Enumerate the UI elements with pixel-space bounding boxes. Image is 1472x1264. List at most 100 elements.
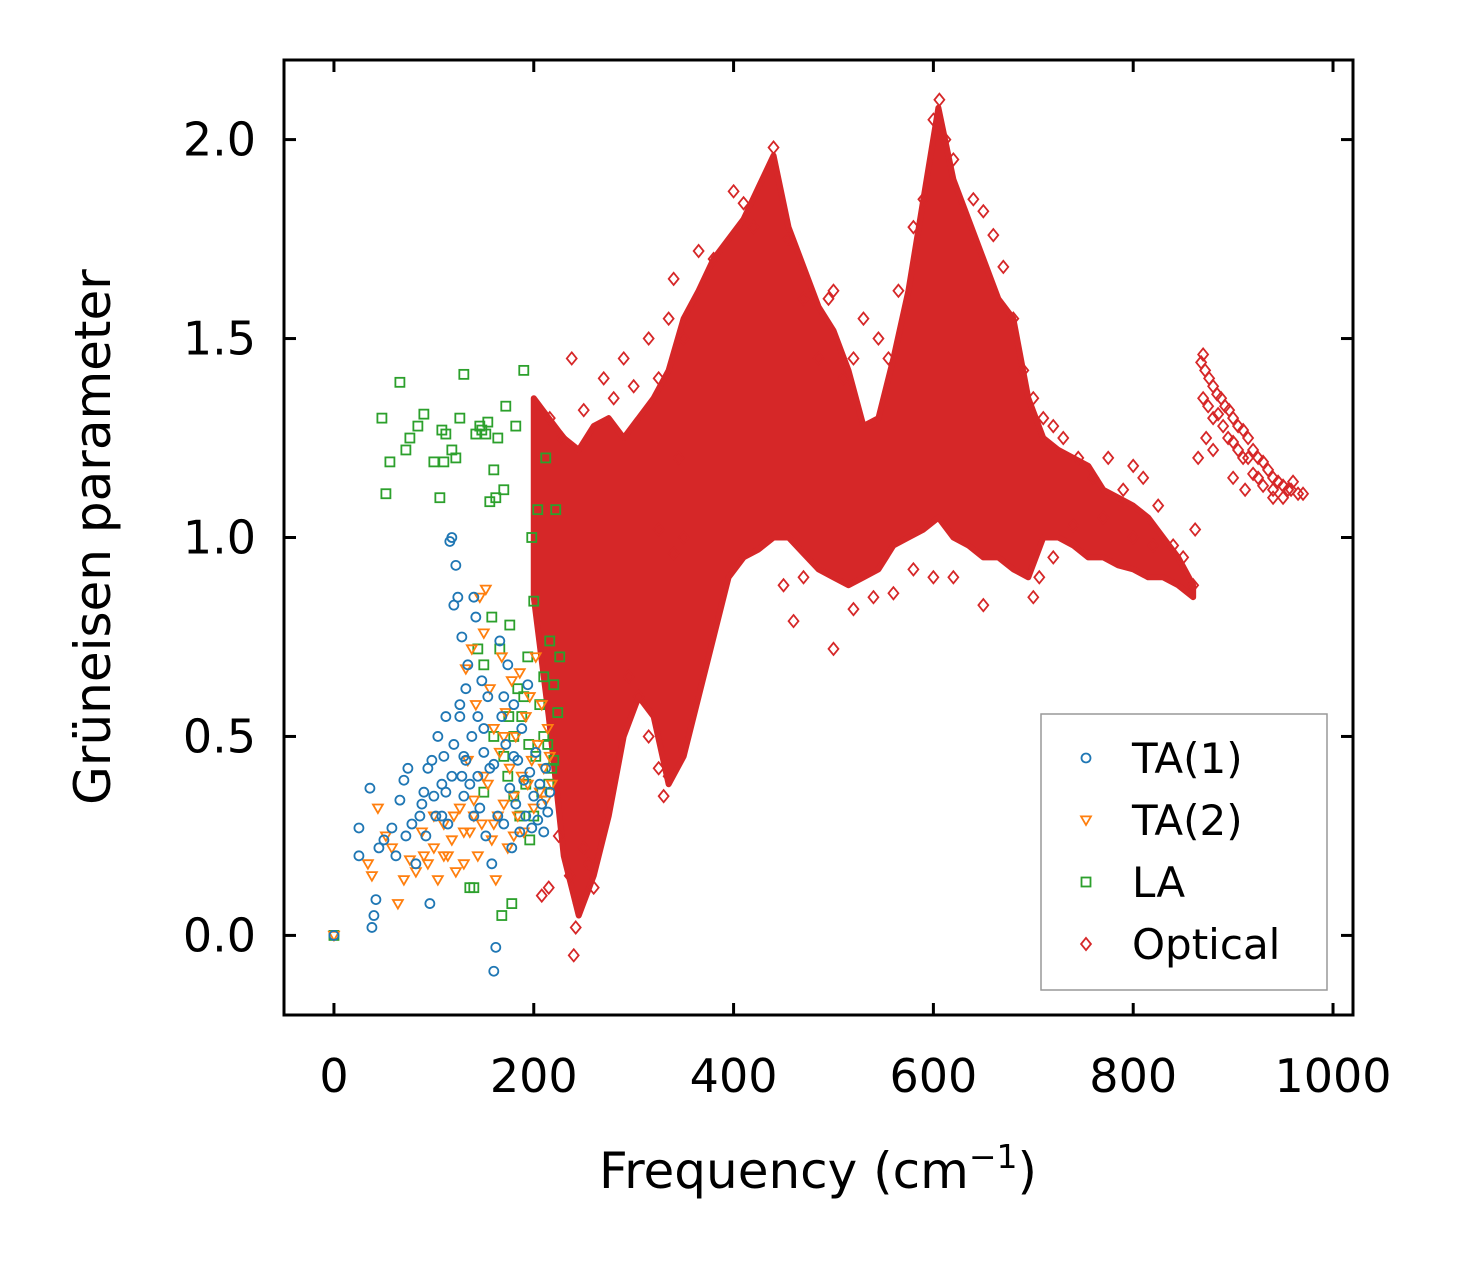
x-tick-label: 400 — [690, 1049, 778, 1103]
point-ta2 — [379, 831, 393, 843]
point-optical — [947, 151, 960, 167]
point-optical — [662, 311, 675, 327]
point-optical — [997, 259, 1010, 275]
point-la — [538, 731, 550, 742]
point-optical — [1281, 482, 1295, 498]
point-ta1 — [508, 699, 520, 711]
point-ta2 — [365, 871, 379, 883]
point-optical — [692, 243, 705, 259]
point-ta2 — [539, 795, 553, 807]
point-ta1 — [496, 711, 508, 722]
legend-marker-ta1 — [1080, 752, 1092, 764]
point-ta1 — [446, 532, 458, 543]
point-optical — [1256, 454, 1270, 470]
point-optical — [882, 350, 895, 366]
point-optical — [1291, 486, 1305, 502]
point-ta2 — [545, 779, 559, 791]
point-optical — [892, 283, 905, 299]
point-optical — [1251, 470, 1265, 486]
point-optical — [1261, 462, 1275, 478]
point-optical — [927, 569, 940, 585]
point-la — [468, 882, 480, 894]
point-ta1 — [522, 679, 534, 691]
point-optical — [577, 402, 590, 418]
point-optical — [727, 183, 740, 199]
point-optical — [1197, 390, 1210, 406]
point-la — [450, 452, 462, 464]
point-la — [552, 707, 564, 718]
point-optical — [782, 231, 795, 247]
point-la — [458, 368, 470, 380]
point-optical — [1027, 589, 1040, 605]
point-ta1 — [482, 691, 494, 703]
point-optical — [1202, 398, 1215, 414]
point-ta2 — [509, 731, 523, 744]
point-optical — [563, 868, 576, 884]
point-ta1 — [370, 894, 382, 906]
point-ta2 — [427, 843, 441, 855]
point-optical — [667, 545, 680, 561]
point-optical — [1227, 410, 1240, 426]
point-la — [428, 456, 440, 468]
point-optical — [577, 840, 590, 856]
point-optical — [1192, 450, 1205, 466]
point-optical — [737, 195, 750, 211]
y-tick-label: 0.5 — [183, 709, 256, 763]
point-ta2 — [477, 771, 491, 783]
point-optical — [987, 227, 1000, 243]
point-la — [490, 492, 502, 504]
point-ta1 — [440, 711, 452, 722]
point-optical — [1217, 418, 1230, 434]
point-ta1 — [500, 739, 512, 750]
point-ta2 — [475, 819, 489, 831]
point-ta2 — [527, 803, 541, 815]
point-ta2 — [415, 827, 429, 839]
point-ta1 — [498, 818, 510, 830]
point-optical — [1167, 537, 1180, 553]
point-la — [528, 595, 540, 607]
legend-marker-ta2 — [1079, 815, 1093, 827]
point-optical — [827, 641, 840, 657]
point-optical — [827, 283, 840, 299]
point-optical — [569, 919, 582, 935]
point-ta1 — [488, 758, 500, 770]
point-optical — [1256, 478, 1270, 494]
point-ta1 — [468, 591, 480, 603]
point-optical — [1276, 490, 1290, 506]
point-optical — [967, 191, 980, 207]
point-ta2 — [453, 803, 467, 815]
point-ta1 — [488, 965, 500, 977]
point-optical — [1177, 549, 1190, 565]
point-optical — [1296, 486, 1310, 502]
point-optical — [847, 350, 860, 366]
point-optical — [977, 203, 990, 219]
point-optical — [1246, 466, 1260, 482]
point-la — [404, 432, 416, 444]
optical-dense-band — [530, 104, 1197, 919]
point-optical — [1137, 470, 1150, 486]
point-la — [538, 671, 550, 683]
point-ta1 — [498, 691, 510, 703]
point-ta2 — [467, 795, 481, 807]
point-ta1 — [368, 910, 380, 921]
point-optical — [617, 350, 630, 366]
point-optical — [622, 669, 635, 685]
legend-box — [1040, 713, 1328, 991]
point-ta2 — [489, 875, 503, 887]
point-ta1 — [542, 806, 554, 818]
point-optical — [1231, 418, 1245, 434]
point-ta1 — [448, 739, 460, 750]
point-ta1 — [514, 826, 526, 838]
point-optical — [652, 370, 665, 386]
y-axis-label: Grüneisen parameter — [64, 269, 122, 805]
point-ta2 — [507, 831, 521, 843]
point-optical — [582, 856, 595, 872]
point-optical — [812, 350, 825, 366]
point-optical — [1097, 510, 1110, 526]
legend-marker-optical — [1079, 936, 1093, 952]
point-optical — [907, 561, 920, 577]
legend-label-ta2: TA(2) — [1131, 796, 1243, 845]
point-ta1 — [504, 782, 516, 794]
legend-label-ta1: TA(1) — [1131, 734, 1243, 783]
point-optical — [1246, 442, 1260, 458]
